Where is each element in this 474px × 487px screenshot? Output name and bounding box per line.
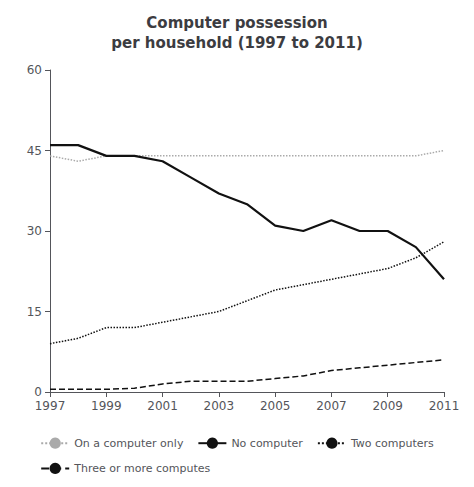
- svg-text:per household (1997 to 2011): per household (1997 to 2011): [111, 34, 363, 52]
- svg-text:45: 45: [27, 144, 42, 158]
- svg-text:1997: 1997: [35, 399, 66, 413]
- svg-text:No computer: No computer: [231, 437, 303, 450]
- svg-text:0: 0: [34, 385, 42, 399]
- svg-text:30: 30: [27, 224, 42, 238]
- svg-text:2003: 2003: [204, 399, 235, 413]
- svg-text:2009: 2009: [372, 399, 403, 413]
- svg-text:2005: 2005: [260, 399, 291, 413]
- svg-text:Two computers: Two computers: [350, 437, 434, 450]
- svg-text:Computer possession: Computer possession: [146, 14, 327, 32]
- svg-text:2001: 2001: [147, 399, 178, 413]
- svg-text:1999: 1999: [91, 399, 122, 413]
- svg-text:2007: 2007: [316, 399, 347, 413]
- svg-text:Three or more computes: Three or more computes: [73, 462, 210, 475]
- svg-text:60: 60: [27, 63, 42, 77]
- svg-text:On a computer only: On a computer only: [74, 437, 184, 450]
- svg-text:2011: 2011: [429, 399, 460, 413]
- svg-text:15: 15: [27, 305, 42, 319]
